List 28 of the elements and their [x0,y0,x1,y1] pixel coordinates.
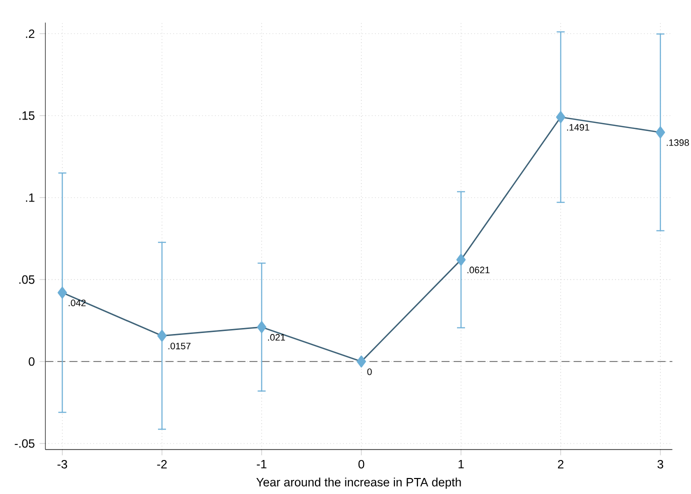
data-label: .021 [268,334,285,341]
point [256,321,266,334]
data-label: .1491 [567,124,590,131]
x-axis-title: Year around the increase in PTA depth [256,478,461,490]
point [58,286,67,299]
point [556,111,566,124]
y-tick-label: 0 [28,357,34,366]
point [656,126,666,139]
data-label: .0621 [467,266,490,274]
data-label: .1398 [666,140,689,146]
x-tick-label: 2 [558,460,564,469]
y-tick-label: .05 [19,276,34,284]
x-tick-label: 3 [658,460,664,469]
y-tick-label: .1 [26,194,34,202]
x-tick-label: -1 [256,460,266,468]
y-tick-label: -.05 [14,439,34,448]
x-tick-label: -3 [58,460,68,469]
x-tick-label: -2 [157,460,167,469]
y-tick-label: .15 [19,112,34,120]
data-label: .0157 [168,342,190,350]
point [157,330,167,342]
x-tick-label: 1 [458,460,464,468]
point [356,356,366,368]
data-label: .042 [68,300,86,306]
point [456,254,466,266]
x-tick-label: 0 [358,460,364,469]
y-tick-label: .2 [26,30,34,38]
data-label: 0 [367,368,372,376]
